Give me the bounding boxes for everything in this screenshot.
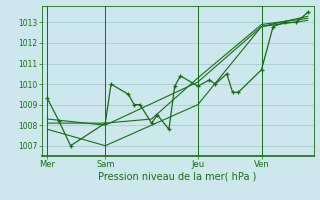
X-axis label: Pression niveau de la mer( hPa ): Pression niveau de la mer( hPa ) — [99, 172, 257, 182]
